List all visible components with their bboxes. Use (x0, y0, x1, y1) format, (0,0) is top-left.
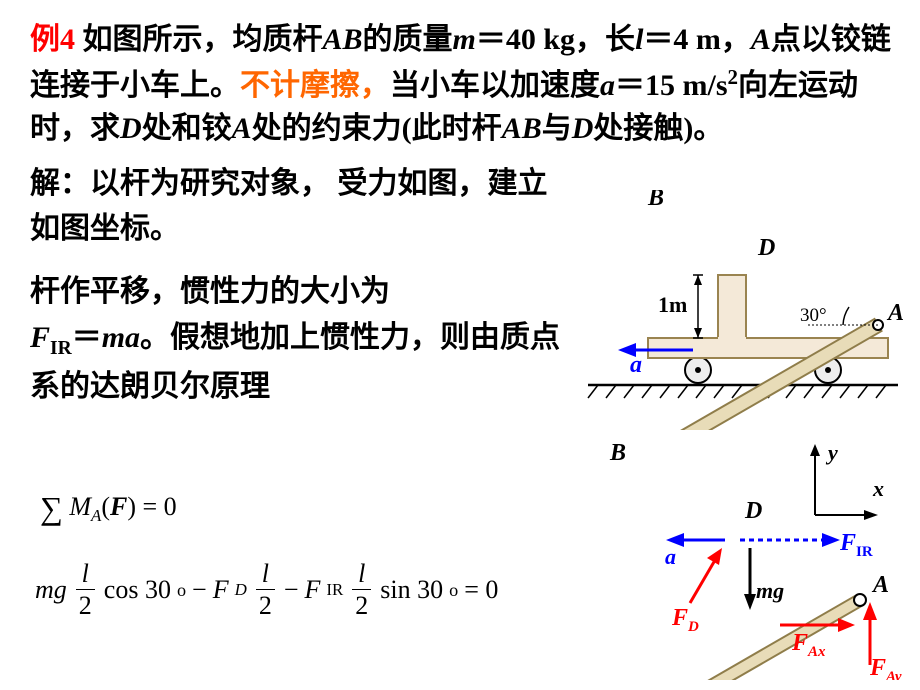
solution-line-1: 解：以杆为研究对象， 受力如图，建立如图坐标。 (30, 161, 550, 251)
label-A: A (886, 300, 904, 326)
fbd-mg: mg (756, 578, 784, 603)
example-label: 例4 (30, 23, 83, 56)
fbd-a: a (665, 544, 676, 569)
equation-moment-expanded: mg l2 cos 30o − FD l2 − FIR l2 sin 30o =… (35, 560, 498, 621)
dim-1m: 1m (658, 292, 687, 317)
label-D: D (757, 235, 775, 261)
fbd-FIR: FIR (839, 530, 873, 560)
fbd-B: B (609, 440, 626, 466)
problem-text: 例4 如图所示，均质杆AB的质量m＝40 kg，长l＝4 m，A点以铰链连接于小… (30, 18, 900, 151)
angle-label: 30° (800, 305, 827, 326)
diagram-fbd: y x B D A a FIR mg (570, 440, 910, 680)
fbd-FD: FD (671, 605, 699, 635)
diagram-cart: 1m 30° a B D A (578, 190, 908, 430)
fbd-FAy: FAy (869, 655, 902, 680)
fbd-A: A (871, 572, 889, 598)
accel-a: a (630, 352, 642, 378)
friction-note: 不计摩擦， (240, 69, 390, 102)
axis-x: x (872, 476, 884, 501)
equation-sum-moments: ∑ MA(F) = 0 (40, 490, 177, 527)
label-B: B (647, 190, 664, 211)
axis-y: y (825, 440, 838, 465)
fbd-D: D (744, 498, 762, 524)
solution-line-2: 杆作平移，惯性力的大小为 FIR＝ma。假想地加上惯性力，则由质点系的达朗贝尔原… (30, 269, 590, 411)
